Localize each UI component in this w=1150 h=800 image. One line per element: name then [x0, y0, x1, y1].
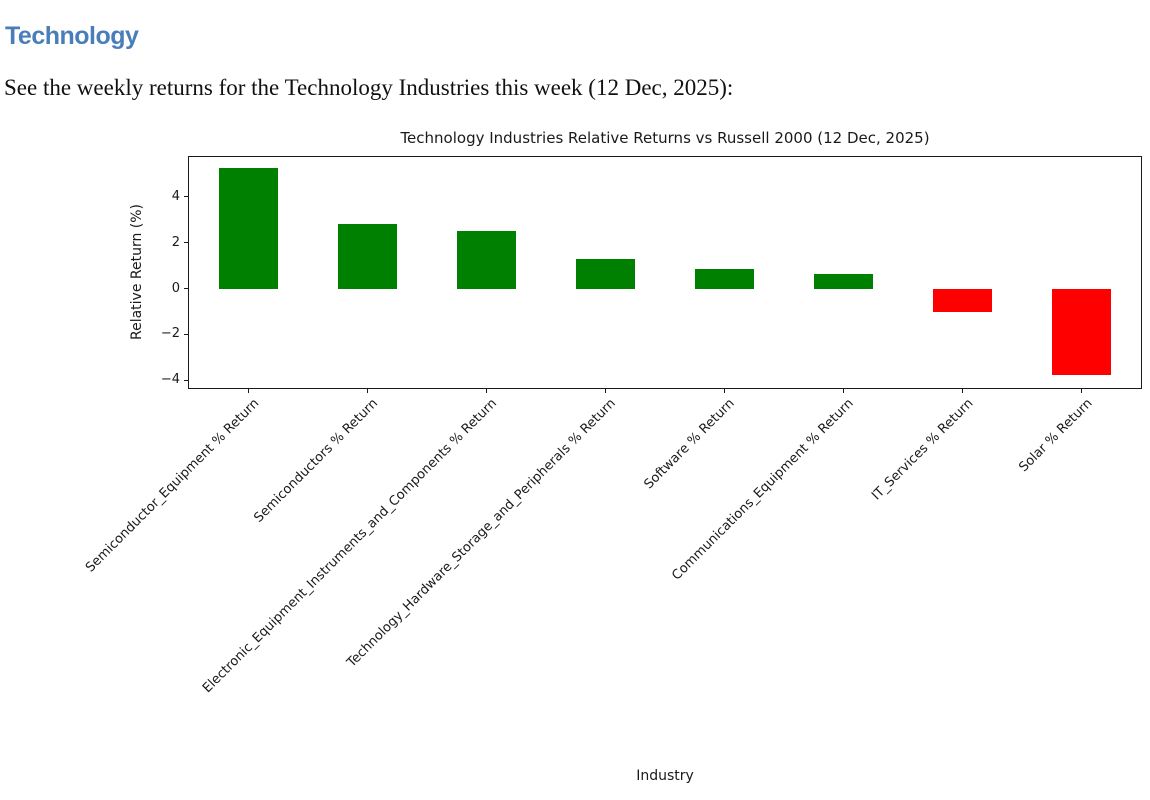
y-tick-mark	[183, 242, 188, 244]
y-tick-mark	[183, 196, 188, 198]
x-tick-mark	[1080, 389, 1083, 393]
x-tick-label-text: Solar % Return	[1015, 396, 1096, 476]
x-tick-label-text: Electronic_Equipment_Instruments_and_Com…	[200, 396, 501, 697]
y-tick-mark	[183, 379, 188, 381]
x-tick-mark	[723, 389, 726, 393]
x-tick-label-text: Software % Return	[641, 396, 739, 493]
x-tick-mark	[961, 389, 964, 393]
bar	[218, 168, 279, 289]
bar	[932, 288, 993, 312]
x-tick-label-text: Technology_Hardware_Storage_and_Peripher…	[344, 396, 620, 671]
x-tick-label-text: IT_Services % Return	[868, 396, 977, 504]
bar	[694, 269, 755, 289]
y-tick-mark	[183, 287, 188, 290]
bar	[456, 231, 517, 289]
y-tick-label: 4	[171, 188, 180, 204]
bar	[813, 273, 874, 289]
plot-inner	[189, 157, 1141, 388]
y-tick-label: −2	[160, 326, 180, 342]
intro-text: See the weekly returns for the Technolog…	[4, 75, 734, 100]
x-axis-label: Industry	[636, 768, 694, 784]
x-tick-mark	[366, 389, 369, 393]
x-tick-mark	[247, 389, 250, 393]
x-tick-label-text: Semiconductor_Equipment % Return	[82, 396, 263, 576]
y-tick-label: −4	[160, 372, 180, 388]
x-tick-mark	[604, 389, 607, 393]
y-tick-label: 2	[171, 234, 180, 250]
page-title: Technology	[5, 21, 139, 50]
x-tick-mark	[842, 389, 845, 393]
bar	[1051, 288, 1112, 375]
y-tick-label: 0	[171, 280, 180, 296]
y-tick-mark	[183, 333, 188, 336]
bar	[337, 224, 398, 289]
x-tick-label-text: Semiconductors % Return	[251, 396, 382, 526]
bar	[575, 258, 636, 289]
chart-title: Technology Industries Relative Returns v…	[400, 129, 930, 147]
y-axis-label: Relative Return (%)	[129, 203, 145, 341]
x-tick-mark	[485, 389, 488, 393]
plot-area	[188, 156, 1142, 389]
